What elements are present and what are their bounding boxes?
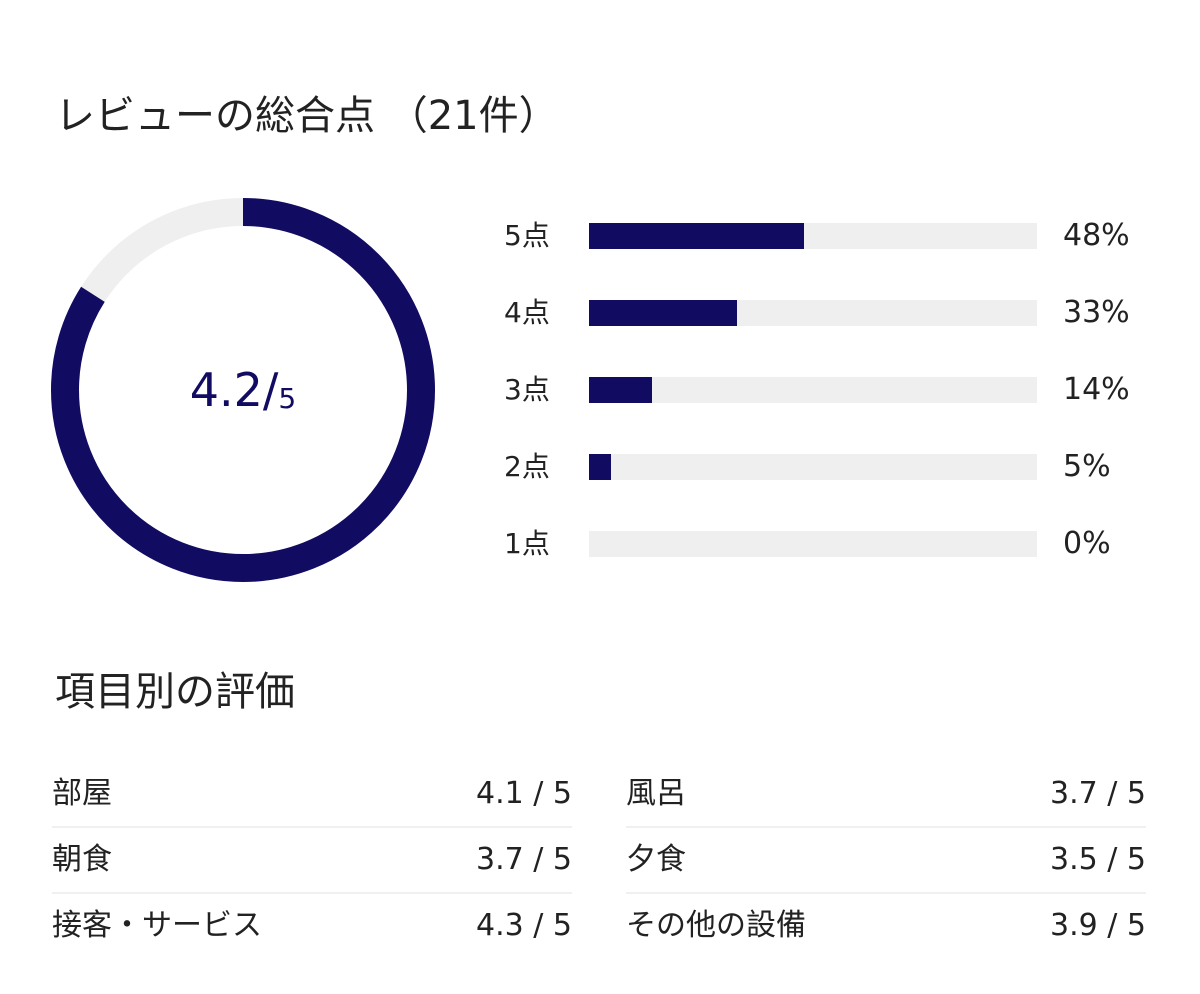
category-score: 3.9 / 5 — [1050, 908, 1146, 943]
category-rating: 朝食 3.7 / 5 — [52, 826, 572, 894]
category-rating: 接客・サービス 4.3 / 5 — [52, 892, 572, 958]
category-name: 夕食 — [626, 842, 686, 877]
rating-percent: 33% — [1063, 295, 1130, 330]
rating-percent: 14% — [1063, 372, 1130, 407]
rating-label: 1点 — [504, 527, 550, 560]
rating-row: 2点 5% — [490, 447, 1170, 487]
category-score: 4.3 / 5 — [476, 908, 572, 943]
category-rating: 部屋 4.1 / 5 — [52, 760, 572, 828]
category-rating: 夕食 3.5 / 5 — [626, 826, 1146, 894]
rating-label: 4点 — [504, 296, 550, 329]
category-score: 3.7 / 5 — [476, 842, 572, 877]
rating-percent: 48% — [1063, 218, 1130, 253]
category-score: 3.5 / 5 — [1050, 842, 1146, 877]
rating-bar-track — [589, 454, 1037, 480]
rating-label: 2点 — [504, 450, 550, 483]
rating-bar-track — [589, 223, 1037, 249]
rating-label: 3点 — [504, 373, 550, 406]
rating-bar-track — [589, 531, 1037, 557]
category-name: 接客・サービス — [52, 908, 262, 943]
score-value: 4.2/ — [189, 363, 279, 417]
rating-label: 5点 — [504, 219, 550, 252]
rating-row: 5点 48% — [490, 216, 1170, 256]
rating-row: 3点 14% — [490, 370, 1170, 410]
rating-percent: 5% — [1063, 449, 1111, 484]
donut-fill-arc — [51, 198, 435, 582]
rating-row: 1点 0% — [490, 524, 1170, 564]
category-rating: その他の設備 3.9 / 5 — [626, 892, 1146, 958]
category-name: 風呂 — [626, 776, 686, 811]
rating-bar — [589, 300, 737, 326]
rating-bar — [589, 223, 805, 249]
category-name: 朝食 — [52, 842, 112, 877]
score-max: 5 — [278, 381, 297, 415]
rating-percent: 0% — [1063, 526, 1111, 561]
category-score: 4.1 / 5 — [476, 776, 572, 811]
category-ratings-title: 項目別の評価 — [55, 669, 295, 715]
category-score: 3.7 / 5 — [1050, 776, 1146, 811]
rating-bar-track — [589, 377, 1037, 403]
page-title: レビューの総合点 （21件） — [55, 93, 559, 139]
overall-score: 4.2/5 — [48, 195, 438, 585]
category-name: その他の設備 — [626, 908, 806, 943]
rating-bar — [589, 377, 652, 403]
category-name: 部屋 — [52, 776, 112, 811]
rating-bar — [589, 454, 612, 480]
category-rating: 風呂 3.7 / 5 — [626, 760, 1146, 828]
overall-score-donut — [51, 198, 435, 582]
rating-bar-track — [589, 300, 1037, 326]
rating-row: 4点 33% — [490, 293, 1170, 333]
